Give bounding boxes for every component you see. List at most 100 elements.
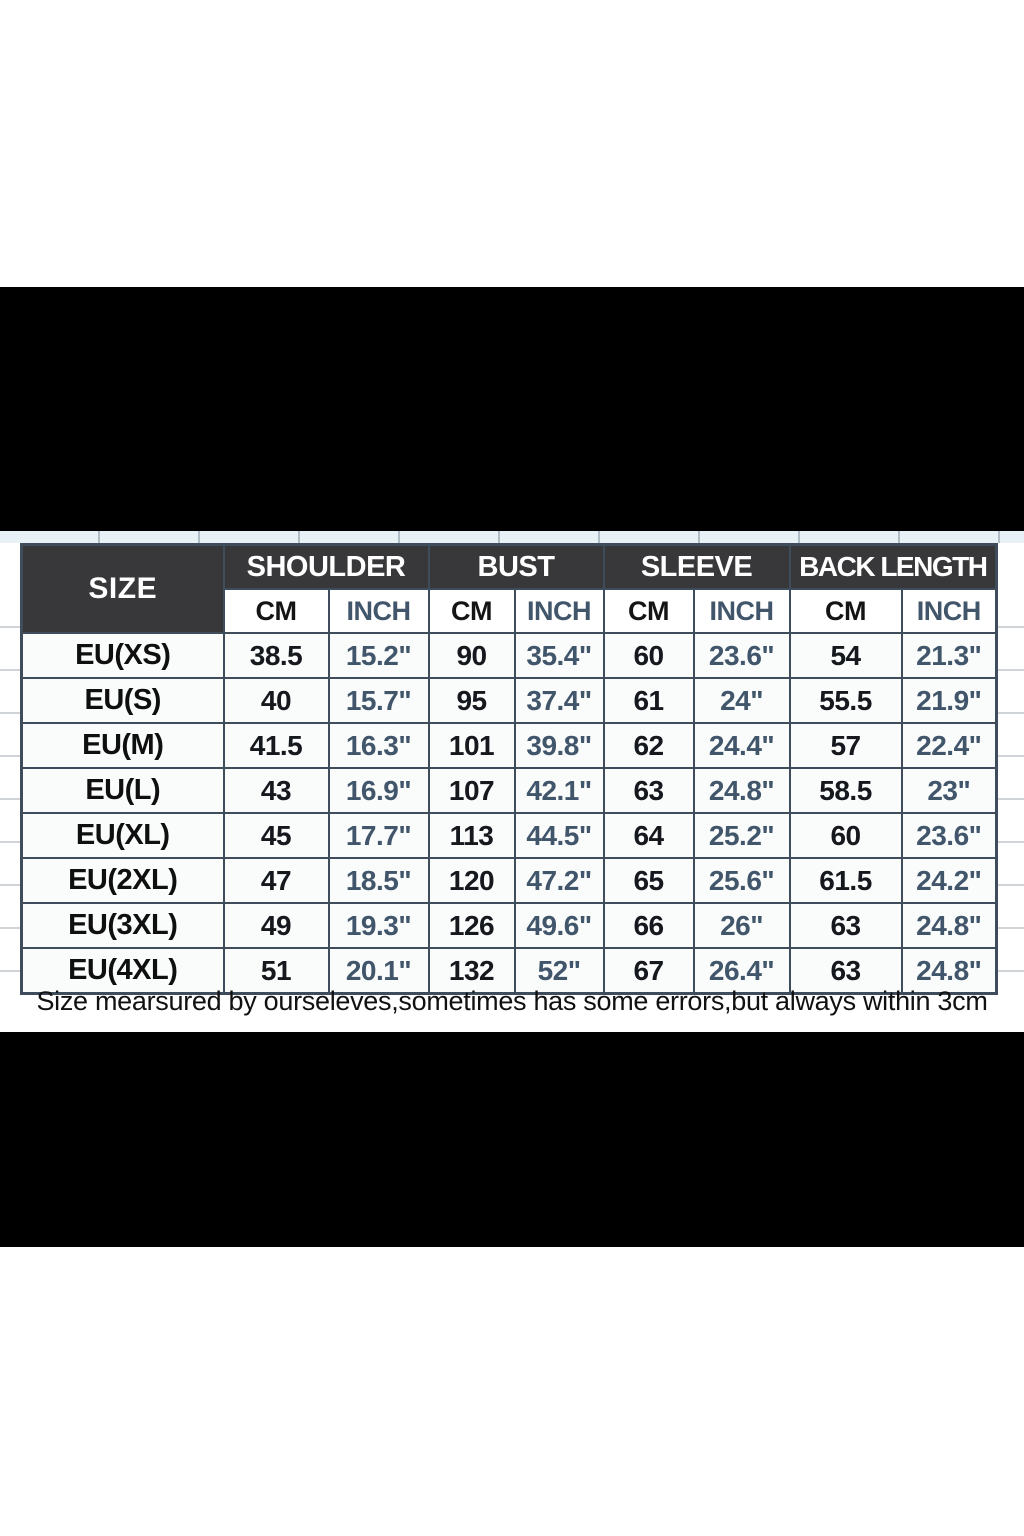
inch-value-cell: 15.2": [327, 632, 430, 679]
excel-gridline-strip: [0, 531, 1024, 543]
inch-value-cell: 23.6": [692, 632, 791, 679]
cm-value-cell: 55.5: [788, 677, 903, 724]
cm-value-cell: 61.5: [788, 857, 903, 904]
inch-value-cell: 24.8": [900, 947, 998, 995]
inch-value-cell: 21.3": [900, 632, 998, 679]
cm-value-cell: 41.5: [222, 722, 330, 769]
inch-value-cell: 17.7": [327, 812, 430, 859]
inch-value-cell: 25.6": [692, 857, 791, 904]
cm-value-cell: 38.5: [222, 632, 330, 679]
cm-value-cell: 49: [222, 902, 330, 949]
size-cell: EU(XS): [20, 632, 225, 679]
top-black-bar: [0, 287, 1024, 531]
cm-value-cell: 60: [788, 812, 903, 859]
cm-value-cell: 51: [222, 947, 330, 995]
unit-header-cm: CM: [788, 588, 903, 634]
cm-value-cell: 61: [602, 677, 695, 724]
size-cell: EU(M): [20, 722, 225, 769]
cm-value-cell: 95: [427, 677, 516, 724]
inch-value-cell: 52": [513, 947, 605, 995]
size-cell: EU(4XL): [20, 947, 225, 995]
cm-value-cell: 63: [788, 902, 903, 949]
inch-value-cell: 15.7": [327, 677, 430, 724]
cm-value-cell: 126: [427, 902, 516, 949]
inch-value-cell: 21.9": [900, 677, 998, 724]
inch-value-cell: 42.1": [513, 767, 605, 814]
inch-value-cell: 24.4": [692, 722, 791, 769]
unit-header-inch: INCH: [327, 588, 430, 634]
inch-value-cell: 24.8": [900, 902, 998, 949]
size-cell: EU(S): [20, 677, 225, 724]
cm-value-cell: 90: [427, 632, 516, 679]
size-chart-table: SIZE SHOULDER BUST SLEEVE BACK LENGTH CM…: [20, 543, 999, 995]
inch-value-cell: 24.2": [900, 857, 998, 904]
table-header-sleeve: SLEEVE: [602, 543, 791, 590]
cm-value-cell: 60: [602, 632, 695, 679]
inch-value-cell: 23": [900, 767, 998, 814]
unit-header-cm: CM: [602, 588, 695, 634]
unit-header-inch: INCH: [692, 588, 791, 634]
inch-value-cell: 47.2": [513, 857, 605, 904]
table-header-bust: BUST: [427, 543, 605, 590]
inch-value-cell: 44.5": [513, 812, 605, 859]
inch-value-cell: 20.1": [327, 947, 430, 995]
excel-grid-stub-right: [997, 585, 1024, 973]
table-row: EU(3XL) 49 19.3" 126 49.6" 66 26" 63 24.8": [20, 902, 998, 949]
size-cell: EU(XL): [20, 812, 225, 859]
cm-value-cell: 57: [788, 722, 903, 769]
table-unit-row: CM INCH CM INCH CM INCH CM INCH: [22, 588, 998, 634]
cm-value-cell: 58.5: [788, 767, 903, 814]
inch-value-cell: 35.4": [513, 632, 605, 679]
unit-header-cm: CM: [427, 588, 516, 634]
table-header-size: SIZE: [20, 543, 225, 634]
size-cell: EU(L): [20, 767, 225, 814]
table-row: EU(S) 40 15.7" 95 37.4" 61 24" 55.5 21.9": [20, 677, 998, 724]
cm-value-cell: 67: [602, 947, 695, 995]
inch-value-cell: 24.8": [692, 767, 791, 814]
cm-value-cell: 132: [427, 947, 516, 995]
cm-value-cell: 65: [602, 857, 695, 904]
inch-value-cell: 26": [692, 902, 791, 949]
inch-value-cell: 24": [692, 677, 791, 724]
unit-header-cm: CM: [222, 588, 330, 634]
cm-value-cell: 101: [427, 722, 516, 769]
cm-value-cell: 120: [427, 857, 516, 904]
cm-value-cell: 47: [222, 857, 330, 904]
inch-value-cell: 18.5": [327, 857, 430, 904]
inch-value-cell: 19.3": [327, 902, 430, 949]
table-row: EU(XS) 38.5 15.2" 90 35.4" 60 23.6" 54 21.3": [20, 632, 998, 679]
inch-value-cell: 16.9": [327, 767, 430, 814]
inch-value-cell: 37.4": [513, 677, 605, 724]
cm-value-cell: 63: [788, 947, 903, 995]
inch-value-cell: 23.6": [900, 812, 998, 859]
inch-value-cell: 22.4": [900, 722, 998, 769]
table-row: EU(L) 43 16.9" 107 42.1" 63 24.8" 58.5 23": [20, 767, 998, 814]
cm-value-cell: 113: [427, 812, 516, 859]
table-row: EU(M) 41.5 16.3" 101 39.8" 62 24.4" 57 22.4": [20, 722, 998, 769]
table-row: EU(2XL) 47 18.5" 120 47.2" 65 25.6" 61.5 24.2": [20, 857, 998, 904]
table-header-row: SIZE SHOULDER BUST SLEEVE BACK LENGTH: [20, 543, 998, 634]
cm-value-cell: 54: [788, 632, 903, 679]
size-cell: EU(3XL): [20, 902, 225, 949]
cm-value-cell: 107: [427, 767, 516, 814]
inch-value-cell: 16.3": [327, 722, 430, 769]
table-header-shoulder: SHOULDER: [222, 543, 430, 590]
cm-value-cell: 43: [222, 767, 330, 814]
size-cell: EU(2XL): [20, 857, 225, 904]
table-row: EU(XL) 45 17.7" 113 44.5" 64 25.2" 60 23.6": [20, 812, 998, 859]
excel-grid-stub-left: [0, 585, 20, 973]
measurement-note: Size mearsured by ourseleves,sometimes h…: [36, 986, 988, 1016]
cm-value-cell: 66: [602, 902, 695, 949]
cm-value-cell: 45: [222, 812, 330, 859]
cm-value-cell: 63: [602, 767, 695, 814]
cm-value-cell: 62: [602, 722, 695, 769]
inch-value-cell: 25.2": [692, 812, 791, 859]
bottom-black-bar: [0, 1032, 1024, 1247]
table-header-back-length: BACK LENGTH: [788, 543, 998, 590]
inch-value-cell: 26.4": [692, 947, 791, 995]
unit-header-inch: INCH: [900, 588, 998, 634]
table-row: EU(4XL) 51 20.1" 132 52" 67 26.4" 63 24.8": [20, 947, 998, 995]
cm-value-cell: 64: [602, 812, 695, 859]
unit-header-inch: INCH: [513, 588, 605, 634]
